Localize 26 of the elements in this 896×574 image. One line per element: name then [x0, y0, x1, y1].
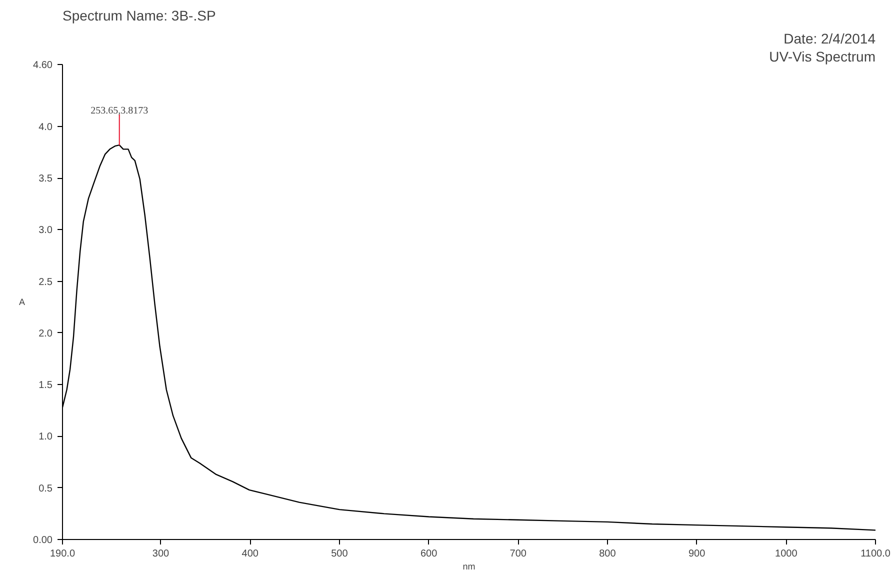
y-tick-label: 1.0: [38, 432, 53, 443]
x-tick-label: 600: [420, 548, 438, 560]
x-tick-label: 190.0: [50, 548, 76, 560]
text: Date: 2/4/2014: [784, 30, 876, 46]
text: UV-Vis Spectrum: [769, 48, 876, 64]
y-tick-label: 3.5: [38, 174, 53, 185]
y-tick-label: 4.0: [38, 122, 53, 133]
y-tick-label: 3.0: [38, 225, 53, 236]
y-tick-label: 2.0: [38, 328, 53, 340]
chart-title: Spectrum Name: 3B-.SP: [62, 8, 216, 24]
annotation: 253.65,3.8173: [90, 105, 148, 116]
x-tick-label: 1000: [775, 548, 798, 560]
y-tick-label: 0.5: [38, 483, 53, 494]
y-axis-title: A: [19, 297, 26, 307]
y-tick-label: 4.60: [33, 60, 53, 71]
x-tick-label: 800: [599, 548, 616, 560]
x-tick-label: 300: [152, 548, 170, 560]
x-tick-label: 500: [331, 548, 348, 560]
x-axis-title: nm: [462, 562, 476, 572]
y-tick-label: 1.5: [38, 380, 53, 392]
x-tick-label: 1100.0: [860, 548, 891, 560]
x-tick-label: 700: [510, 548, 527, 560]
y-tick-label: 0.00: [33, 535, 53, 546]
y-tick-label: 2.5: [38, 276, 53, 288]
x-tick-label: 900: [688, 548, 706, 560]
x-tick-label: 400: [242, 548, 259, 560]
